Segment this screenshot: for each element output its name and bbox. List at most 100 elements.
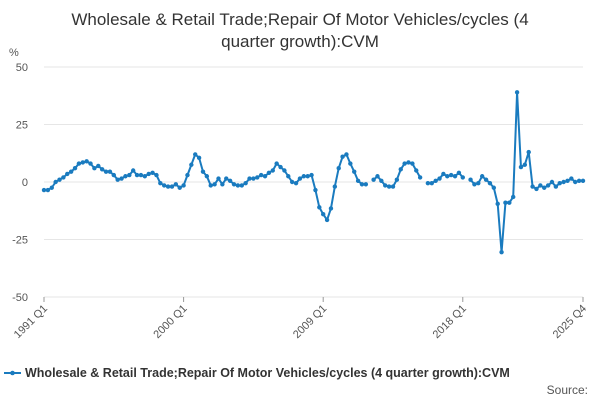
data-point[interactable] [534, 186, 539, 192]
data-point[interactable] [258, 172, 264, 178]
data-point[interactable] [150, 170, 155, 175]
data-point[interactable] [320, 212, 326, 217]
data-point[interactable] [371, 177, 376, 182]
data-point[interactable] [107, 169, 113, 174]
data-point[interactable] [212, 182, 217, 187]
data-point[interactable] [557, 180, 562, 186]
data-point[interactable] [390, 184, 396, 189]
data-point[interactable] [278, 164, 283, 170]
data-point[interactable] [80, 160, 85, 165]
data-point[interactable] [441, 171, 446, 177]
data-point[interactable] [301, 174, 307, 179]
data-point[interactable] [68, 169, 74, 174]
data-point[interactable] [235, 183, 241, 188]
data-point[interactable] [355, 178, 361, 184]
data-point[interactable] [565, 178, 570, 184]
data-point[interactable] [511, 194, 516, 200]
data-point[interactable] [495, 201, 500, 207]
data-point[interactable] [549, 179, 555, 185]
data-point[interactable] [576, 178, 582, 184]
data-point[interactable] [398, 167, 403, 172]
data-point[interactable] [526, 149, 531, 155]
data-point[interactable] [99, 167, 105, 172]
data-point[interactable] [340, 154, 345, 159]
data-point[interactable] [491, 185, 497, 190]
data-point[interactable] [445, 174, 450, 179]
data-point[interactable] [57, 177, 62, 182]
data-point[interactable] [169, 184, 175, 189]
data-point[interactable] [348, 161, 353, 166]
data-point[interactable] [266, 170, 272, 175]
data-point[interactable] [204, 174, 210, 179]
data-point[interactable] [84, 159, 89, 164]
data-point[interactable] [251, 176, 256, 181]
data-point[interactable] [503, 200, 508, 205]
data-point[interactable] [305, 174, 310, 179]
data-point[interactable] [483, 177, 489, 182]
data-point[interactable] [569, 176, 574, 181]
data-point[interactable] [530, 184, 535, 189]
data-point[interactable] [468, 177, 473, 182]
data-point[interactable] [332, 184, 338, 189]
data-point[interactable] [72, 166, 78, 171]
data-point[interactable] [487, 180, 493, 186]
data-point[interactable] [545, 183, 551, 188]
data-point[interactable] [452, 174, 458, 179]
data-point[interactable] [53, 179, 58, 185]
data-point[interactable] [227, 178, 233, 184]
data-point[interactable] [158, 180, 163, 186]
data-point[interactable] [41, 187, 47, 193]
data-point[interactable] [456, 170, 462, 175]
data-point[interactable] [359, 182, 365, 187]
data-point[interactable] [189, 162, 194, 167]
data-point[interactable] [123, 174, 128, 179]
data-point[interactable] [522, 162, 528, 167]
data-point[interactable] [200, 169, 206, 174]
data-point[interactable] [286, 174, 291, 179]
data-point[interactable] [499, 249, 504, 255]
data-point[interactable] [448, 172, 454, 178]
data-point[interactable] [127, 172, 132, 178]
data-point[interactable] [336, 166, 341, 171]
data-point[interactable] [414, 168, 419, 173]
data-point[interactable] [88, 161, 93, 166]
data-point[interactable] [309, 172, 314, 178]
data-point[interactable] [208, 183, 213, 188]
data-point[interactable] [49, 185, 54, 190]
data-point[interactable] [437, 176, 442, 181]
data-point[interactable] [410, 161, 415, 166]
data-point[interactable] [142, 174, 148, 179]
data-point[interactable] [383, 183, 388, 188]
data-point[interactable] [177, 185, 182, 190]
data-point[interactable] [138, 172, 144, 178]
data-point[interactable] [352, 169, 357, 174]
data-point[interactable] [196, 155, 202, 161]
data-point[interactable] [146, 171, 151, 177]
data-point[interactable] [220, 182, 225, 187]
data-point[interactable] [363, 182, 369, 187]
data-point[interactable] [313, 187, 318, 193]
data-point[interactable] [553, 184, 559, 189]
data-point[interactable] [134, 172, 140, 178]
data-point[interactable] [270, 168, 275, 173]
data-point[interactable] [255, 175, 260, 180]
data-point[interactable] [96, 163, 101, 169]
data-point[interactable] [406, 160, 411, 165]
data-point[interactable] [115, 177, 120, 182]
data-point[interactable] [181, 183, 186, 188]
data-point[interactable] [61, 175, 66, 180]
data-point[interactable] [119, 176, 124, 181]
data-point[interactable] [45, 187, 51, 193]
data-point[interactable] [538, 183, 543, 188]
data-point[interactable] [65, 171, 70, 177]
data-point[interactable] [479, 174, 485, 179]
data-point[interactable] [154, 172, 159, 178]
data-point[interactable] [472, 182, 477, 187]
data-point[interactable] [247, 176, 252, 181]
data-point[interactable] [293, 180, 299, 186]
data-point[interactable] [185, 172, 190, 178]
data-point[interactable] [476, 180, 481, 186]
data-point[interactable] [402, 161, 407, 166]
data-point[interactable] [561, 179, 566, 185]
data-point[interactable] [417, 175, 423, 180]
